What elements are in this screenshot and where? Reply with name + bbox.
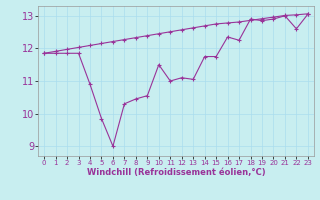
X-axis label: Windchill (Refroidissement éolien,°C): Windchill (Refroidissement éolien,°C) bbox=[87, 168, 265, 177]
